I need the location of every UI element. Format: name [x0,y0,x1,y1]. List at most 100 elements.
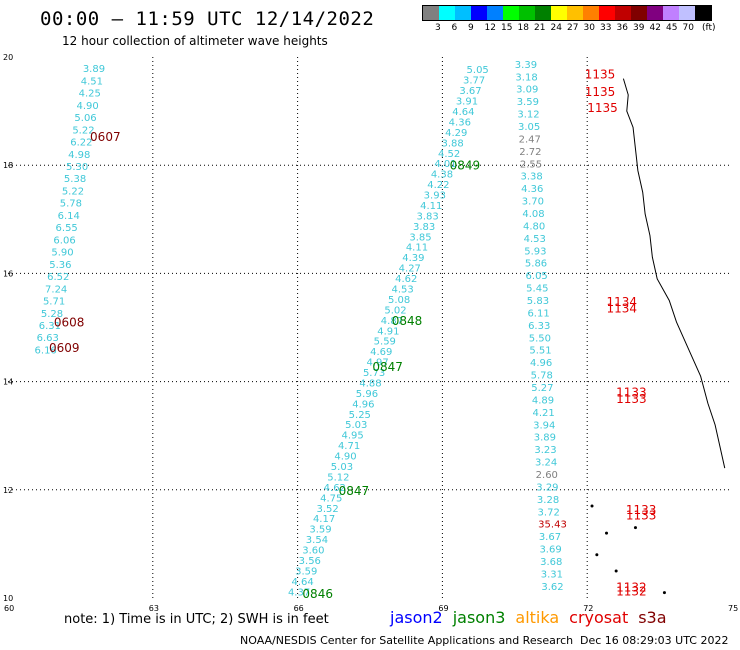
lakshadweep-island [614,569,618,573]
legend-tick: 45 [666,23,678,33]
swh-value: 3.12 [517,110,539,121]
swh-value: 3.88 [442,138,464,149]
pass-label: 1135 [587,101,618,115]
swh-value: 3.69 [539,545,561,556]
lat-tick: 18 [3,161,13,170]
swh-value: 3.67 [539,532,561,543]
legend-tick: 39 [633,23,645,33]
swh-value: 4.96 [352,399,374,410]
lakshadweep-island [662,591,666,595]
swh-value: 4.89 [532,395,554,406]
lakshadweep-island [605,531,609,535]
legend-swatch [679,6,695,20]
legend-swatch [535,6,551,20]
swh-value: 3.68 [540,557,562,568]
legend-swatch [471,6,487,20]
swh-value: 5.25 [349,410,371,421]
legend-swatch [519,6,535,20]
swh-value: 4.87 [381,316,403,327]
legend-tick: 33 [600,23,612,33]
swh-value: 4.62 [324,483,346,494]
swh-value: 6.11 [527,308,549,319]
legend-tick: 36 [616,23,628,33]
swh-value: 3.77 [463,76,485,87]
legend-swatch [647,6,663,20]
legend-swatch [663,6,679,20]
swh-value: 3.60 [302,546,324,557]
swh-value: 5.22 [72,125,94,136]
legend-swatch [455,6,471,20]
swh-value: 4.51 [81,76,103,87]
swh-value: 5.02 [384,305,406,316]
lon-tick: 60 [4,604,14,613]
swh-value: 3.62 [541,582,563,593]
satellite-cryosat: cryosat [569,608,629,627]
pass-label: 1132 [616,584,647,598]
swh-value: 3.89 [83,64,105,75]
swh-value: 5.83 [527,296,549,307]
legend-swatch [551,6,567,20]
swh-value: 4.97 [367,358,389,369]
swh-value: 5.73 [363,368,385,379]
lon-tick: 72 [583,604,593,613]
legend-tick: 15 [501,23,513,33]
swh-value: 6.31 [39,321,61,332]
pass-label: 0607 [90,130,121,144]
satellite-jason3: jason3 [452,608,506,627]
swh-value: 3.67 [459,86,481,97]
credit-text: NOAA/NESDIS Center for Satellite Applica… [240,634,574,647]
swh-value: 6.14 [58,211,80,222]
legend-tick: 18 [517,23,529,33]
pass-label: 1133 [626,509,657,523]
swh-value: 4.38 [431,170,453,181]
swh-value: 3.83 [417,211,439,222]
legend-tick: 27 [567,23,579,33]
swh-value: 6.33 [528,321,550,332]
swh-value: 4.17 [313,514,335,525]
swh-value: 4.53 [524,234,546,245]
lon-tick: 69 [438,604,448,613]
pass-label: 0847 [372,360,403,374]
pass-label: 0847 [339,484,370,498]
pass-label: 0846 [302,587,333,601]
swh-value: 5.78 [60,199,82,210]
swh-value: 3.91 [456,97,478,108]
legend-swatch [615,6,631,20]
lat-tick: 12 [3,486,13,495]
pass-label: 1134 [607,295,638,309]
swh-value: 3.23 [534,445,556,456]
swh-value: 3.29 [536,482,558,493]
swh-value: 5.45 [526,284,548,295]
color-legend: 3 6 9 12 15 18 21 24 27 30 33 36 39 42 45 70 (ft) [422,5,716,35]
swh-value: 6.52 [47,272,69,283]
swh-value: 3.18 [515,72,537,83]
lakshadweep-island [633,526,637,530]
swh-value: 5.28 [41,309,63,320]
lat-tick: 16 [3,269,13,278]
swh-value: 4.71 [338,441,360,452]
swh-value: 5.05 [467,65,489,76]
swh-value: 7.24 [45,284,67,295]
swh-value: 6.63 [37,333,59,344]
swh-value: 3.31 [541,569,563,580]
swh-value: 5.96 [356,389,378,400]
swh-value: 4.08 [522,209,544,220]
swh-value: 4.11 [420,201,442,212]
pass-label: 1133 [626,503,657,517]
swh-value: 5.30 [66,162,88,173]
lon-tick: 63 [149,604,159,613]
axis-ticks: 60 63 66 69 72 75 10 12 14 16 18 20 [3,53,738,613]
swh-value: 5.90 [51,248,73,259]
swh-value: 6.16 [35,345,57,356]
swh-value: 35.43 [538,520,567,531]
pass-label: 1135 [585,68,616,82]
legend-tick: 42 [649,23,661,33]
swh-value: 6.06 [53,235,75,246]
legend-tick: 3 [435,23,441,33]
swh-value: 4.69 [370,347,392,358]
swh-value: 3.94 [533,420,555,431]
pass-label: 1132 [616,581,647,595]
swh-value: 4.53 [392,284,414,295]
swh-value: 3.05 [518,122,540,133]
